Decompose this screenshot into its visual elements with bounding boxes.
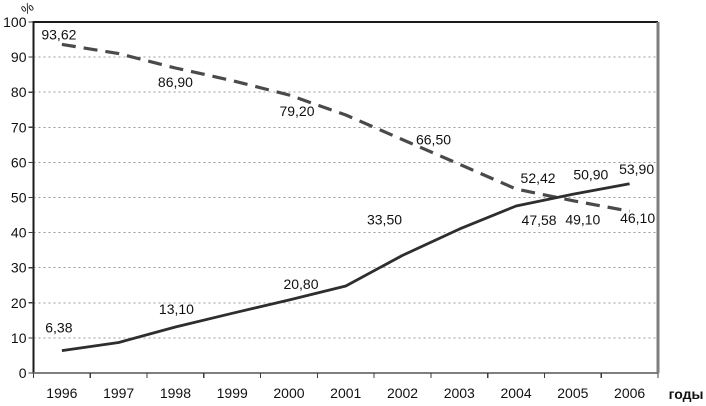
y-tick-label: 60 — [11, 154, 27, 170]
data-label: 46,10 — [620, 210, 655, 226]
axes — [28, 20, 660, 378]
y-tick-label: 10 — [11, 330, 27, 346]
y-tick-label: 70 — [11, 119, 27, 135]
series-line-dashed — [61, 42, 630, 213]
series-lines — [61, 42, 630, 352]
x-tick-label: 1997 — [103, 385, 134, 401]
y-tick-label: 80 — [11, 84, 27, 100]
data-label: 86,90 — [158, 74, 193, 90]
data-label: 93,62 — [41, 26, 76, 42]
data-labels: 93,62 86,90 79,20 66,50 52,42 49,10 46,10 6,38 1… — [41, 26, 655, 335]
data-label: 6,38 — [45, 320, 72, 336]
y-tick-label: 0 — [19, 365, 27, 381]
tick-labels: 0 10 20 30 40 50 60 70 80 90 100 1996 1997 1998 1999 20… — [3, 14, 645, 401]
data-label: 50,90 — [573, 166, 608, 182]
data-label: 53,90 — [619, 161, 654, 177]
y-tick-label: 50 — [11, 190, 27, 206]
x-tick-label: 2002 — [387, 385, 418, 401]
x-tick-label: 2005 — [557, 385, 588, 401]
x-tick-label: 2001 — [330, 385, 361, 401]
x-axis-title: годы — [669, 386, 704, 402]
x-tick-label: 2006 — [614, 385, 645, 401]
y-tick-label: 40 — [11, 225, 27, 241]
data-label: 66,50 — [416, 132, 451, 148]
gridlines — [33, 56, 658, 339]
series-line-solid — [61, 182, 630, 352]
x-tick-label: 1996 — [46, 385, 77, 401]
data-label: 79,20 — [279, 103, 314, 119]
x-tick-label: 1999 — [217, 385, 248, 401]
y-tick-label: 90 — [11, 49, 27, 65]
data-label: 13,10 — [159, 301, 194, 317]
data-label: 33,50 — [367, 211, 402, 227]
x-tick-label: 2003 — [444, 385, 475, 401]
x-tick-label: 1998 — [160, 385, 191, 401]
data-label: 20,80 — [283, 276, 318, 292]
x-tick-label: 2004 — [500, 385, 531, 401]
data-label: 52,42 — [521, 170, 556, 186]
x-tick-label: 2000 — [273, 385, 304, 401]
data-label: 47,58 — [522, 212, 557, 228]
data-label: 49,10 — [565, 212, 600, 228]
y-tick-label: 20 — [11, 295, 27, 311]
y-tick-label: 30 — [11, 260, 27, 276]
y-tick-label: 100 — [3, 14, 27, 30]
